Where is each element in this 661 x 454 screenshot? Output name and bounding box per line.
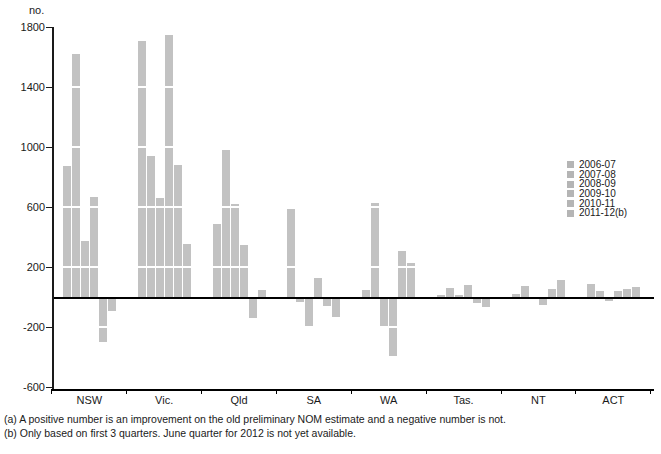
bar-ACT-2006-07 (587, 284, 595, 298)
y-axis-tick-label: 1000 (0, 141, 45, 154)
bar-WA-2010-11 (398, 251, 406, 298)
legend-marker-icon (567, 210, 574, 217)
bar-SA-2008-09 (305, 299, 313, 326)
y-axis-tick-label: -200 (0, 321, 45, 334)
x-axis-label-Tas.: Tas. (453, 394, 473, 406)
bar-Vic.-2011-12(b) (183, 244, 191, 297)
x-axis-label-NT: NT (531, 394, 546, 406)
legend-marker-icon (567, 171, 574, 178)
y-axis-line (52, 27, 54, 390)
bar-Vic.-2007-08 (147, 156, 155, 297)
x-axis-label-NSW: NSW (76, 394, 102, 406)
y-axis-tick-label: -600 (0, 381, 45, 394)
bar-Tas.-2011-12(b) (482, 299, 490, 307)
bar-Vic.-2006-07 (138, 41, 146, 298)
bar-NSW-2011-12(b) (108, 299, 116, 311)
gridline-mask (54, 146, 654, 148)
x-axis-label-WA: WA (380, 394, 397, 406)
bar-Qld-2008-09 (231, 204, 239, 297)
bar-SA-2011-12(b) (332, 299, 340, 317)
footnote-a: (a) A positive number is an improvement … (4, 413, 506, 425)
legend-marker-icon (567, 161, 574, 168)
bar-chart: no. 2006-072007-082008-092009-102010-112… (0, 0, 661, 454)
bar-NSW-2009-10 (90, 197, 98, 297)
bar-Qld-2010-11 (249, 299, 257, 318)
legend: 2006-072007-082008-092009-102010-112011-… (567, 160, 627, 218)
bar-Tas.-2010-11 (473, 299, 481, 303)
bar-SA-2007-08 (296, 299, 304, 302)
footnote-b: (b) Only based on first 3 quarters. June… (4, 427, 356, 439)
bar-Vic.-2008-09 (156, 198, 164, 297)
bar-Qld-2006-07 (213, 224, 221, 298)
gridline-mask (54, 326, 654, 328)
gridline-mask (54, 86, 654, 88)
legend-item: 2011-12(b) (567, 208, 627, 218)
legend-marker-icon (567, 190, 574, 197)
y-axis-tick-label: 600 (0, 201, 45, 214)
bar-SA-2009-10 (314, 278, 322, 298)
x-axis-line (52, 389, 654, 391)
bar-NSW-2007-08 (72, 54, 80, 297)
x-axis-label-Qld: Qld (230, 394, 247, 406)
zero-line (53, 297, 654, 299)
bar-SA-2010-11 (323, 299, 331, 306)
bar-Tas.-2009-10 (464, 285, 472, 297)
bar-ACT-2011-12(b) (632, 287, 640, 298)
gridline-mask (54, 266, 654, 268)
bar-Qld-2007-08 (222, 150, 230, 297)
bar-NSW-2006-07 (63, 166, 71, 297)
legend-marker-icon (567, 181, 574, 188)
y-axis-tick-label: 1800 (0, 21, 45, 34)
x-axis-label-SA: SA (307, 394, 322, 406)
bar-WA-2008-09 (380, 299, 388, 326)
bar-SA-2006-07 (287, 209, 295, 298)
bar-WA-2007-08 (371, 203, 379, 298)
bar-NSW-2008-09 (81, 241, 89, 297)
bar-Vic.-2009-10 (165, 35, 173, 298)
bar-Vic.-2010-11 (174, 165, 182, 297)
bar-NT-2011-12(b) (557, 280, 565, 297)
bar-Qld-2009-10 (240, 245, 248, 298)
bar-NT-2007-08 (521, 286, 529, 297)
bar-NT-2009-10 (539, 299, 547, 305)
gridline-mask (54, 206, 654, 208)
x-axis-label-Vic.: Vic. (155, 394, 173, 406)
y-axis-tick-label: 1400 (0, 81, 45, 94)
bar-ACT-2008-09 (605, 299, 613, 301)
legend-label: 2011-12(b) (579, 208, 627, 218)
bar-NSW-2010-11 (99, 299, 107, 342)
y-axis-tick-label: 200 (0, 261, 45, 274)
y-axis-unit-label: no. (29, 4, 44, 16)
x-axis-label-ACT: ACT (602, 394, 624, 406)
legend-marker-icon (567, 200, 574, 207)
